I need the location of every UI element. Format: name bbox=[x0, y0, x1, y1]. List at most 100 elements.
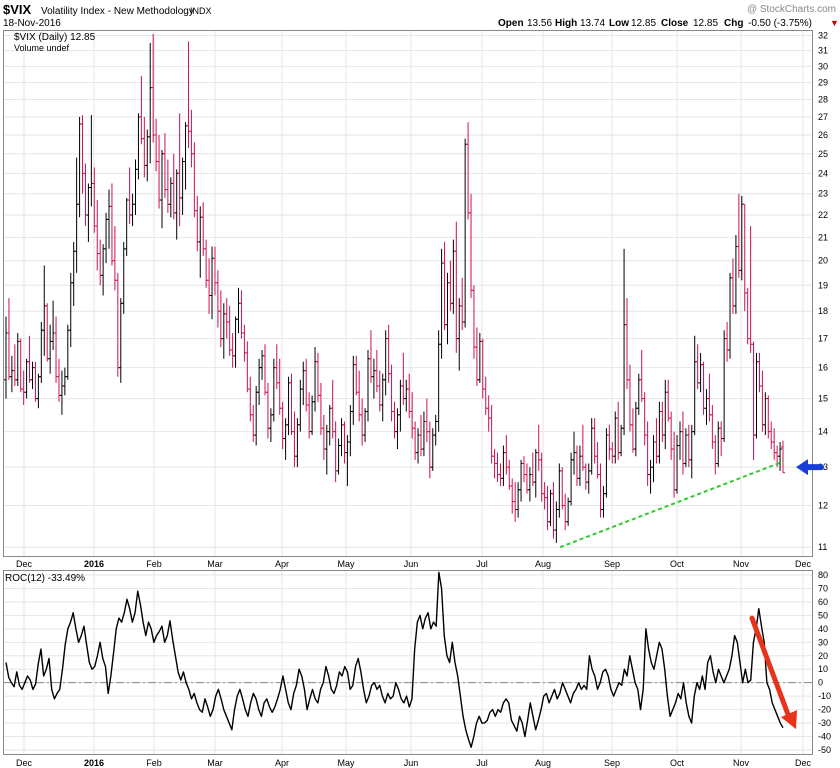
price-y-tick: 30 bbox=[818, 61, 828, 71]
price-y-tick: 32 bbox=[818, 30, 828, 40]
low-value: 12.85 bbox=[631, 18, 656, 29]
price-y-tick: 16 bbox=[818, 363, 828, 373]
price-y-tick: 18 bbox=[818, 306, 828, 316]
ohlc-readout: Open 13.56 High 13.74 Low 12.85 Close 12… bbox=[498, 18, 839, 29]
open-value: 13.56 bbox=[527, 18, 552, 29]
price-y-tick: 21 bbox=[818, 232, 828, 242]
chg-label: Chg bbox=[724, 18, 743, 29]
roc-y-tick: -10 bbox=[818, 691, 831, 701]
price-x-tick: Dec bbox=[795, 559, 812, 569]
roc-y-tick: 70 bbox=[818, 583, 828, 593]
price-x-tick: Oct bbox=[670, 559, 685, 569]
date-label: 18-Nov-2016 bbox=[3, 18, 61, 29]
price-y-tick: 23 bbox=[818, 189, 828, 199]
red-arrow-shaft bbox=[749, 615, 792, 720]
price-y-tick-labels: 1112131415161718192021222324252627282930… bbox=[818, 30, 828, 552]
price-y-tick: 27 bbox=[818, 112, 828, 122]
roc-y-tick: -50 bbox=[818, 745, 831, 755]
price-x-tick: May bbox=[337, 559, 355, 569]
roc-y-tick: -40 bbox=[818, 732, 831, 742]
price-y-tick: 24 bbox=[818, 168, 828, 178]
symbol-label: $VIX bbox=[3, 2, 32, 17]
roc-x-tick: Apr bbox=[275, 758, 289, 768]
roc-annotations bbox=[749, 615, 797, 730]
price-annotations bbox=[559, 459, 824, 549]
roc-y-tick-labels: -50 -40 -30 -20 -10 0 10 20 30 40 50 60 70 80 bbox=[818, 570, 831, 755]
price-x-tick: Aug bbox=[535, 559, 551, 569]
price-x-tick: Sep bbox=[604, 559, 620, 569]
price-x-tick: Jun bbox=[404, 559, 419, 569]
close-label: Close bbox=[661, 18, 689, 29]
price-y-tick: 12 bbox=[818, 501, 828, 511]
support-trendline bbox=[559, 460, 784, 549]
roc-y-tick: 10 bbox=[818, 664, 828, 674]
red-arrow-icon bbox=[781, 710, 797, 730]
roc-y-tick: 60 bbox=[818, 597, 828, 607]
volume-note: Volume undef bbox=[14, 43, 70, 53]
price-legend: $VIX (Daily) 12.85 bbox=[14, 32, 96, 43]
price-x-tick: Nov bbox=[733, 559, 750, 569]
close-value: 12.85 bbox=[693, 18, 718, 29]
price-y-tick: 17 bbox=[818, 334, 828, 344]
roc-x-tick: 2016 bbox=[84, 758, 104, 768]
roc-x-tick: Sep bbox=[604, 758, 620, 768]
index-name: Volatility Index - New Methodology bbox=[41, 6, 194, 17]
open-label: Open bbox=[498, 18, 524, 29]
roc-x-tick: May bbox=[337, 758, 355, 768]
roc-y-tick: 0 bbox=[818, 678, 823, 688]
roc-x-tick: Jul bbox=[476, 758, 488, 768]
roc-series-line bbox=[5, 571, 784, 748]
roc-y-tick: 50 bbox=[818, 610, 828, 620]
roc-y-tick: -20 bbox=[818, 705, 831, 715]
roc-panel-frame bbox=[3, 570, 813, 755]
high-label: High bbox=[555, 18, 577, 29]
roc-y-tick: 80 bbox=[818, 570, 828, 580]
price-y-tick: 14 bbox=[818, 427, 828, 437]
roc-x-tick: Feb bbox=[146, 758, 162, 768]
blue-arrow-icon bbox=[796, 459, 824, 476]
roc-x-tick: Dec bbox=[16, 758, 33, 768]
roc-y-tick: 30 bbox=[818, 637, 828, 647]
price-x-tick-labels: Dec 2016 Feb Mar Apr May Jun Jul Aug Sep Oct Nov Dec bbox=[16, 559, 812, 569]
roc-x-tick: Nov bbox=[733, 758, 750, 768]
exchange-label: INDX bbox=[190, 6, 212, 16]
price-x-tick: 2016 bbox=[84, 559, 104, 569]
price-y-tick: 31 bbox=[818, 46, 828, 56]
price-x-tick: Jul bbox=[476, 559, 488, 569]
chg-down-icon: ▼ bbox=[830, 18, 839, 28]
price-y-tick: 29 bbox=[818, 78, 828, 88]
roc-x-tick: Mar bbox=[207, 758, 223, 768]
price-y-tick: 19 bbox=[818, 280, 828, 290]
price-y-tick: 15 bbox=[818, 394, 828, 404]
ohlc-bar bbox=[778, 442, 783, 471]
price-y-tick: 26 bbox=[818, 130, 828, 140]
roc-gridlines bbox=[4, 571, 812, 754]
roc-x-tick: Dec bbox=[795, 758, 812, 768]
roc-x-tick-labels: Dec 2016 Feb Mar Apr May Jun Jul Aug Sep Oct Nov Dec bbox=[16, 758, 812, 768]
roc-x-tick: Oct bbox=[670, 758, 685, 768]
price-x-tick: Apr bbox=[275, 559, 289, 569]
roc-y-tick: -30 bbox=[818, 718, 831, 728]
price-y-tick: 28 bbox=[818, 94, 828, 104]
high-value: 13.74 bbox=[580, 18, 605, 29]
price-x-tick: Dec bbox=[16, 559, 33, 569]
price-y-tick: 22 bbox=[818, 210, 828, 220]
price-y-tick: 25 bbox=[818, 149, 828, 159]
watermark: @ StockCharts.com bbox=[747, 4, 836, 15]
roc-y-tick: 20 bbox=[818, 651, 828, 661]
ohlc-bar bbox=[781, 440, 785, 474]
price-gridlines bbox=[4, 31, 812, 556]
roc-y-tick: 40 bbox=[818, 624, 828, 634]
price-y-tick: 11 bbox=[818, 542, 827, 552]
roc-legend: ROC(12) -33.49% bbox=[5, 573, 85, 584]
roc-x-tick: Aug bbox=[535, 758, 551, 768]
price-bars bbox=[4, 33, 785, 543]
price-x-tick: Feb bbox=[146, 559, 162, 569]
roc-line-group bbox=[5, 571, 784, 748]
roc-x-tick: Jun bbox=[404, 758, 419, 768]
price-x-tick: Mar bbox=[207, 559, 223, 569]
chg-value: -0.50 (-3.75%) bbox=[748, 18, 812, 29]
price-panel-frame bbox=[3, 30, 813, 557]
price-y-tick: 20 bbox=[818, 256, 828, 266]
